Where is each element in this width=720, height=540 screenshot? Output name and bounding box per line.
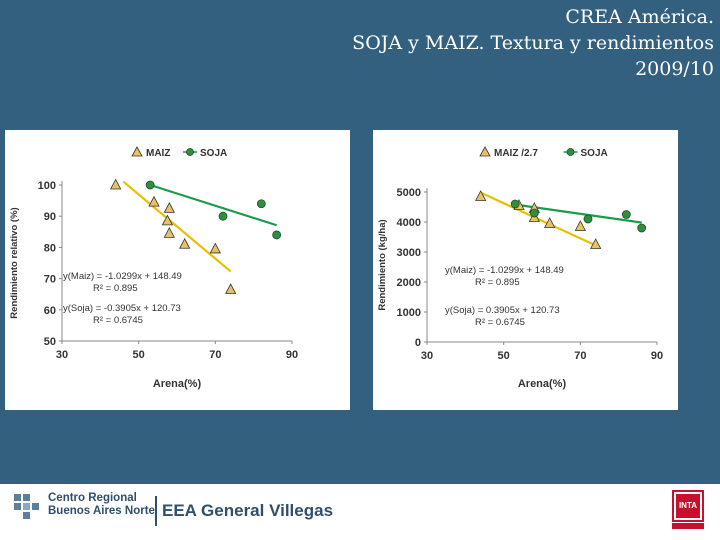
soja-equation: y(Soja) = -0.3905x + 120.73: [63, 303, 181, 314]
y-tick-label: 60: [44, 305, 56, 317]
maiz-point: [179, 237, 191, 249]
soja-point: [256, 199, 266, 209]
maiz-point: [161, 214, 174, 226]
y-tick-label: 50: [44, 336, 56, 348]
soja-point: [272, 230, 282, 240]
inta-logo-text: INTA: [676, 494, 700, 518]
y-tick-label: 90: [44, 211, 56, 223]
soja-trendline: [145, 182, 278, 227]
y-tick-label: 100: [38, 180, 56, 192]
soja-r2: R² = 0.6745: [475, 317, 525, 328]
x-tick-label: 30: [56, 349, 68, 361]
soja-legend-marker: [186, 148, 194, 156]
maiz-legend-marker: [131, 146, 143, 157]
soja-point: [637, 223, 647, 233]
region-name-line-2: Buenos Aires Norte: [48, 505, 155, 517]
y-axis-label: Rendimiento relativo (%): [9, 207, 20, 318]
y-tick-label: 80: [44, 242, 56, 254]
y-tick-label: 70: [44, 274, 56, 286]
maiz-point: [148, 195, 160, 207]
soja-legend-label: SOJA: [581, 148, 608, 159]
title-line-1: CREA América.: [565, 6, 714, 28]
maiz-point: [163, 227, 175, 238]
soja-legend-marker: [566, 148, 575, 156]
x-tick-label: 70: [574, 350, 586, 362]
y-tick-label: 2000: [397, 277, 421, 289]
soja-equation: y(Soja) = 0.3905x + 120.73: [445, 305, 560, 316]
chart-panel-absolute: 0 1000 2000 3000 4000 5000 30 50 70 90 Arena(%) Ren…: [373, 130, 678, 410]
x-tick-label: 90: [651, 350, 663, 362]
maiz-point: [225, 283, 237, 294]
soja-point: [583, 214, 593, 224]
eea-name: EEA General Villegas: [162, 501, 334, 520]
maiz-point: [544, 217, 556, 228]
chart-absolute-yield: 0 1000 2000 3000 4000 5000 30 50 70 90 Arena(%) Ren…: [377, 146, 663, 390]
inta-logo-base: [672, 523, 704, 529]
soja-legend-label: SOJA: [200, 148, 227, 159]
title-line-3: 2009/10: [635, 58, 714, 80]
footer-divider: [155, 496, 157, 526]
maiz-equation: y(Maiz) = -1.0299x + 148.49: [445, 265, 564, 276]
title-line-2: SOJA y MAIZ. Textura y rendimientos: [352, 32, 714, 54]
maiz-point: [209, 242, 221, 254]
footer-bar: Centro Regional Buenos Aires Norte EEA G…: [0, 484, 720, 540]
maiz-equation: y(Maiz) = -1.0299x + 148.49: [63, 271, 182, 282]
y-tick-label: 5000: [397, 187, 421, 199]
soja-point: [218, 211, 228, 221]
soja-point: [510, 199, 520, 209]
x-tick-label: 70: [209, 349, 221, 361]
soja-point: [529, 208, 539, 218]
maiz-r2: R² = 0.895: [93, 283, 138, 294]
slide-title: CREA América. SOJA y MAIZ. Textura y ren…: [352, 4, 714, 82]
y-tick-label: 3000: [397, 247, 421, 259]
maiz-r2: R² = 0.895: [475, 277, 520, 288]
y-axis-label: Rendimiento (kg/ha): [377, 219, 388, 310]
y-tick-label: 4000: [397, 217, 421, 229]
y-tick-label: 1000: [397, 307, 421, 319]
region-name-line-1: Centro Regional: [48, 492, 137, 504]
soja-r2: R² = 0.6745: [93, 315, 143, 326]
x-tick-label: 90: [286, 349, 298, 361]
maiz-legend-label: MAIZ: [146, 148, 170, 159]
x-tick-label: 30: [421, 350, 433, 362]
maiz-trendline: [122, 180, 232, 273]
soja-point: [145, 180, 155, 190]
maiz-point: [163, 202, 175, 213]
maiz-point: [574, 220, 586, 231]
inta-logo-icon: INTA: [672, 490, 704, 522]
maiz-point: [475, 190, 487, 201]
maiz-legend-marker: [479, 146, 491, 157]
soja-point: [621, 210, 631, 219]
x-axis-label: Arena(%): [518, 378, 567, 390]
x-tick-label: 50: [133, 349, 145, 361]
y-tick-label: 0: [415, 337, 421, 349]
maiz-legend-label: MAIZ /2.7: [494, 148, 538, 159]
x-tick-label: 50: [498, 350, 510, 362]
maiz-point: [110, 178, 122, 190]
maiz-point: [590, 238, 602, 249]
x-axis-label: Arena(%): [153, 378, 202, 390]
chart-panel-relative: 50 60 70 80 90 100 30 50 70 90 Arena(%) Rendimiento…: [5, 130, 350, 410]
